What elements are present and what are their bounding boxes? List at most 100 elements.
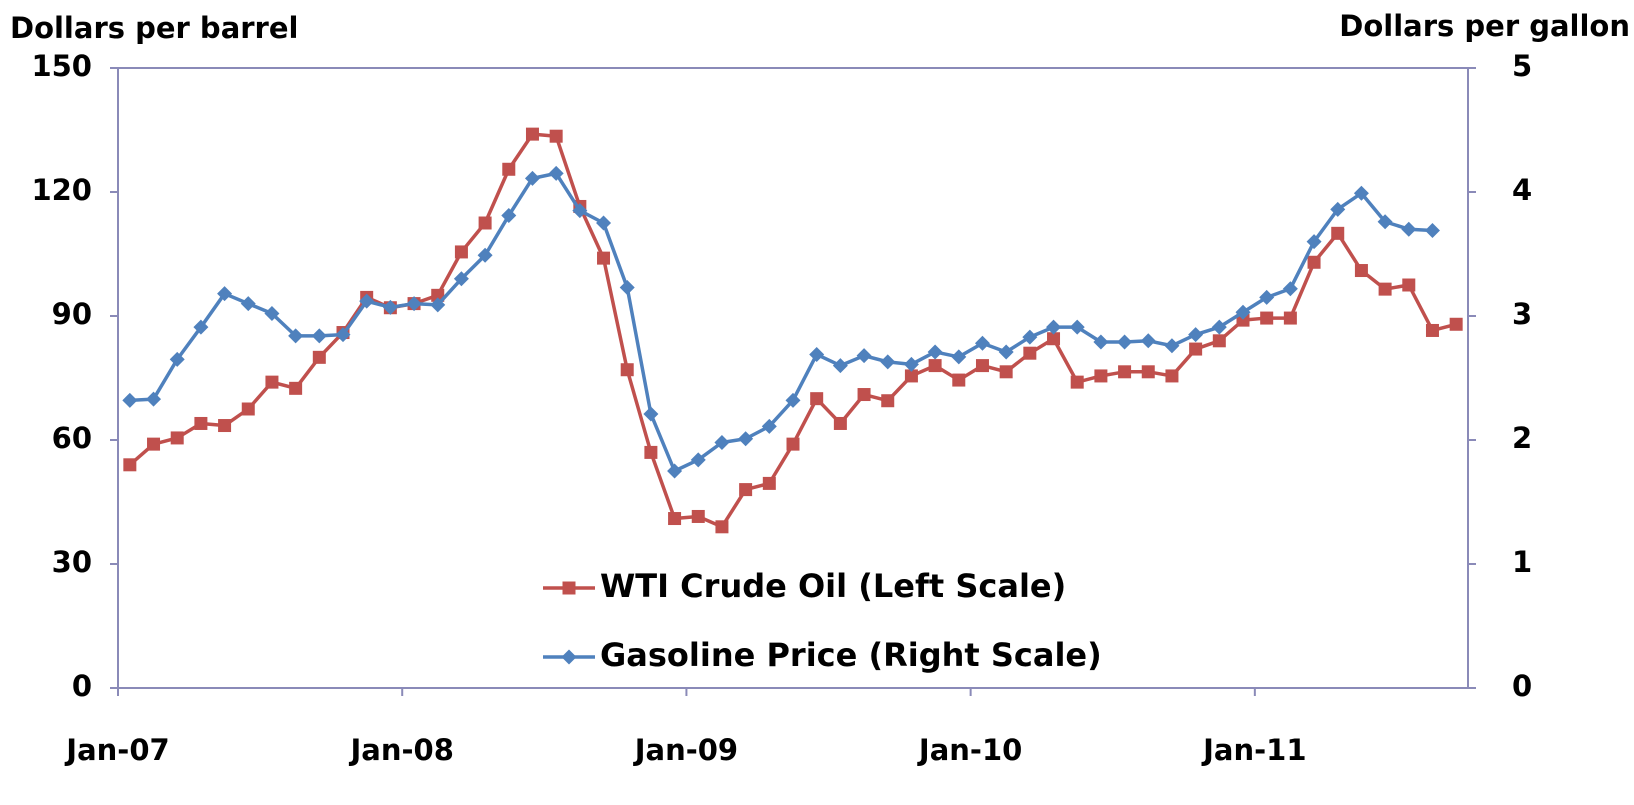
y-tick-label: 60	[52, 421, 92, 455]
marker	[975, 359, 989, 373]
marker	[810, 392, 824, 406]
marker	[1354, 264, 1368, 278]
marker	[146, 391, 162, 407]
y-tick-label: 30	[52, 545, 92, 579]
marker	[691, 509, 705, 523]
marker	[1188, 327, 1204, 343]
marker	[335, 327, 351, 343]
marker	[1306, 234, 1322, 250]
legend-marker	[561, 649, 577, 665]
marker	[620, 363, 634, 377]
marker	[1307, 255, 1321, 269]
y2-tick-label: 1	[1512, 545, 1532, 579]
marker	[715, 520, 729, 534]
marker	[1401, 221, 1417, 237]
marker	[122, 392, 138, 408]
marker	[454, 245, 468, 259]
marker	[1402, 278, 1416, 292]
marker	[1425, 323, 1439, 337]
marker	[1117, 334, 1133, 350]
marker	[1118, 365, 1132, 379]
plot-area	[117, 67, 1469, 689]
y-tick-label: 150	[31, 49, 92, 83]
marker	[809, 346, 825, 362]
marker	[240, 296, 256, 312]
marker	[1235, 304, 1251, 320]
legend-label: WTI Crude Oil (Left Scale)	[600, 567, 1066, 605]
marker	[1165, 369, 1179, 383]
y-tick-label: 0	[72, 669, 92, 703]
y2-tick-label: 3	[1512, 297, 1532, 331]
marker	[1022, 329, 1038, 345]
marker	[1140, 333, 1156, 349]
marker	[952, 373, 966, 387]
marker	[1189, 342, 1203, 356]
marker	[738, 431, 754, 447]
marker	[596, 215, 612, 231]
marker	[881, 394, 895, 408]
marker	[903, 356, 919, 372]
marker	[667, 463, 683, 479]
marker	[525, 127, 539, 141]
marker	[502, 162, 516, 176]
x-tick-label: Jan-09	[633, 733, 738, 767]
legend-marker	[562, 581, 576, 595]
y2-tick-label: 5	[1512, 49, 1532, 83]
marker	[501, 208, 517, 224]
marker	[597, 251, 611, 265]
marker	[549, 129, 563, 143]
marker	[857, 388, 871, 402]
marker	[1023, 346, 1037, 360]
marker	[1141, 365, 1155, 379]
marker	[832, 358, 848, 374]
marker	[241, 402, 255, 416]
marker	[264, 306, 280, 322]
legend-label: Gasoline Price (Right Scale)	[600, 636, 1102, 674]
marker	[1353, 185, 1369, 201]
marker	[431, 288, 445, 302]
marker	[477, 247, 493, 263]
marker	[690, 452, 706, 468]
marker	[548, 165, 564, 181]
marker	[218, 419, 232, 433]
marker	[1377, 214, 1393, 230]
marker	[123, 458, 137, 472]
marker	[714, 434, 730, 450]
marker	[998, 344, 1014, 360]
marker	[999, 365, 1013, 379]
marker	[785, 392, 801, 408]
marker	[311, 328, 327, 344]
marker	[974, 335, 990, 351]
x-tick-label: Jan-10	[917, 733, 1022, 767]
marker	[644, 445, 658, 459]
marker	[951, 349, 967, 365]
marker	[1094, 369, 1108, 383]
marker	[194, 416, 208, 430]
marker	[1449, 317, 1463, 331]
x-tick-label: Jan-07	[64, 733, 169, 767]
marker	[217, 286, 233, 302]
marker	[1260, 311, 1274, 325]
marker	[1069, 319, 1085, 335]
y2-tick-label: 0	[1512, 669, 1532, 703]
marker	[265, 375, 279, 389]
marker	[739, 483, 753, 497]
series-line	[128, 132, 1457, 529]
marker	[572, 203, 588, 219]
marker	[1093, 334, 1109, 350]
marker	[430, 297, 446, 313]
marker	[478, 216, 492, 230]
y2-axis-title: Dollars per gallon	[1339, 9, 1630, 43]
marker	[761, 418, 777, 434]
marker	[1424, 222, 1440, 238]
marker	[1236, 313, 1250, 327]
marker	[453, 271, 469, 287]
marker	[312, 350, 326, 364]
marker	[762, 476, 776, 490]
marker	[170, 431, 184, 445]
marker	[1164, 338, 1180, 354]
y-axis-title: Dollars per barrel	[10, 11, 298, 45]
marker	[1211, 319, 1227, 335]
y-tick-label: 120	[31, 173, 92, 207]
marker	[1070, 375, 1084, 389]
